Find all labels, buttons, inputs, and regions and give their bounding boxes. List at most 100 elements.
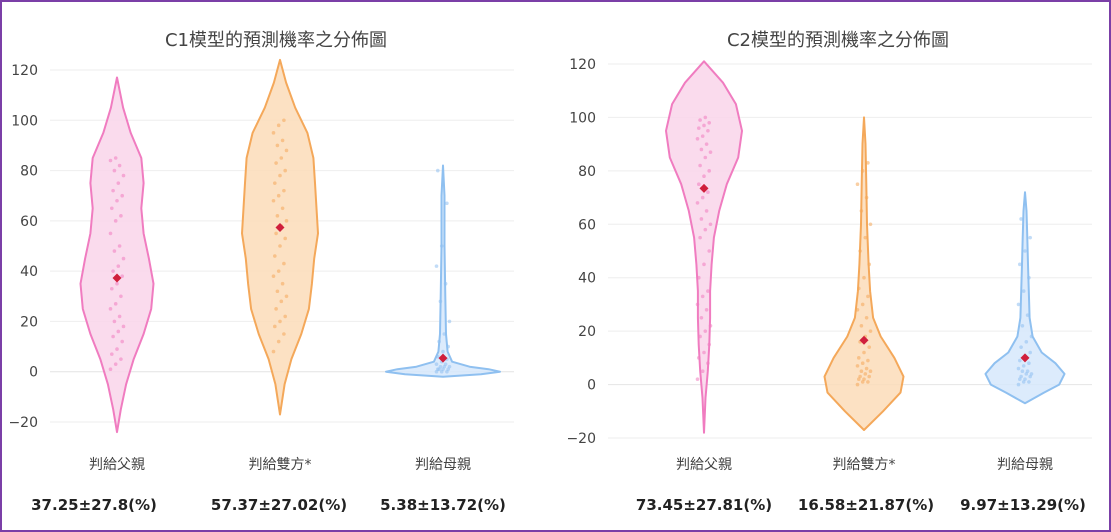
data-point bbox=[1028, 350, 1032, 355]
data-point bbox=[436, 168, 440, 173]
data-point bbox=[276, 123, 281, 128]
data-point bbox=[274, 307, 278, 311]
chart-title: C1模型的預測機率之分佈圖 bbox=[164, 30, 388, 51]
data-point bbox=[859, 209, 864, 213]
violin-shape bbox=[823, 116, 905, 431]
data-point bbox=[1028, 374, 1032, 379]
data-point bbox=[110, 286, 114, 291]
data-point bbox=[708, 324, 713, 328]
data-point bbox=[279, 299, 284, 304]
mean-marker bbox=[699, 183, 709, 193]
data-point bbox=[863, 372, 868, 376]
data-point bbox=[275, 143, 280, 148]
data-point bbox=[283, 314, 288, 319]
data-point bbox=[117, 244, 122, 248]
data-point bbox=[115, 198, 119, 203]
data-point bbox=[280, 138, 285, 143]
data-point bbox=[283, 236, 288, 241]
data-point bbox=[706, 128, 710, 133]
data-point bbox=[867, 262, 871, 267]
data-point bbox=[116, 264, 121, 268]
data-point bbox=[700, 294, 705, 299]
data-point bbox=[1019, 345, 1023, 349]
y-tick-label: 40 bbox=[578, 271, 596, 287]
chart-panel-c2: C2模型的預測機率之分佈圖 −20 0 20 40 60 80 100 120 判給父親 判給雙方… bbox=[568, 2, 1108, 530]
chart-panel-c1: C1模型的預測機率之分佈圖 −20 0 20 40 60 80 100 120 判給父親 判給雙方… bbox=[6, 2, 546, 530]
data-point bbox=[439, 244, 444, 248]
data-point bbox=[859, 369, 864, 374]
data-point bbox=[447, 319, 452, 324]
violin-shape bbox=[385, 164, 501, 378]
data-point bbox=[706, 190, 710, 195]
data-point bbox=[1019, 374, 1023, 379]
mean-marker bbox=[859, 335, 869, 345]
violin-chart-c2: −20 0 20 40 60 80 100 120 判給父親 判給雙方* 判給母親 bbox=[568, 57, 1092, 473]
data-point bbox=[438, 299, 443, 304]
data-point bbox=[697, 275, 701, 280]
data-point bbox=[438, 364, 443, 369]
data-point bbox=[704, 142, 709, 146]
data-point bbox=[704, 307, 709, 312]
category-label: 判給父親 bbox=[89, 457, 145, 473]
data-point bbox=[279, 156, 284, 160]
data-point bbox=[437, 339, 441, 344]
data-point bbox=[117, 163, 122, 168]
data-point bbox=[703, 115, 708, 120]
data-point bbox=[868, 369, 873, 374]
data-point bbox=[108, 307, 113, 311]
data-point bbox=[855, 307, 860, 312]
data-point bbox=[436, 354, 440, 359]
data-point bbox=[447, 364, 452, 369]
data-point bbox=[707, 120, 711, 125]
y-tick-label: 0 bbox=[587, 378, 596, 394]
data-point bbox=[1023, 249, 1027, 253]
data-point bbox=[860, 361, 865, 366]
y-tick-label: 0 bbox=[29, 365, 38, 381]
data-point bbox=[116, 329, 121, 334]
y-tick-label: 120 bbox=[11, 63, 38, 79]
data-point bbox=[702, 123, 706, 128]
data-point bbox=[1018, 377, 1022, 382]
data-point bbox=[1029, 334, 1034, 339]
y-tick-label: 80 bbox=[20, 164, 38, 180]
data-point bbox=[697, 356, 701, 360]
data-point bbox=[121, 324, 126, 329]
data-point bbox=[108, 231, 113, 236]
data-point bbox=[703, 155, 708, 160]
data-point bbox=[699, 315, 704, 320]
data-point bbox=[703, 227, 708, 232]
data-point bbox=[1027, 275, 1031, 280]
data-point bbox=[706, 361, 710, 366]
data-point bbox=[120, 339, 124, 344]
data-point bbox=[282, 261, 286, 266]
data-point bbox=[113, 156, 118, 160]
data-point bbox=[707, 169, 711, 173]
data-point bbox=[695, 377, 700, 382]
data-point bbox=[1021, 289, 1026, 293]
data-point bbox=[868, 222, 873, 227]
data-point bbox=[703, 329, 708, 333]
data-point bbox=[120, 274, 124, 278]
data-point bbox=[695, 201, 700, 205]
data-point bbox=[275, 214, 280, 218]
data-point bbox=[1025, 369, 1030, 374]
data-point bbox=[700, 369, 705, 374]
violin-shape bbox=[984, 191, 1066, 405]
data-point bbox=[443, 362, 448, 366]
data-point bbox=[274, 161, 278, 165]
y-tick-label: 120 bbox=[569, 57, 596, 73]
stats-label: 9.97±13.29(%) bbox=[960, 496, 1086, 514]
data-point bbox=[1016, 382, 1021, 387]
data-point bbox=[273, 181, 277, 185]
y-tick-label: 100 bbox=[11, 113, 38, 129]
data-point bbox=[863, 235, 868, 240]
data-point bbox=[858, 249, 862, 253]
data-point bbox=[864, 366, 869, 371]
stats-label: 16.58±21.87(%) bbox=[797, 496, 935, 514]
data-point bbox=[1021, 364, 1026, 368]
data-point bbox=[434, 362, 439, 366]
data-point bbox=[707, 249, 711, 253]
data-point bbox=[119, 357, 123, 361]
data-point bbox=[862, 275, 866, 280]
